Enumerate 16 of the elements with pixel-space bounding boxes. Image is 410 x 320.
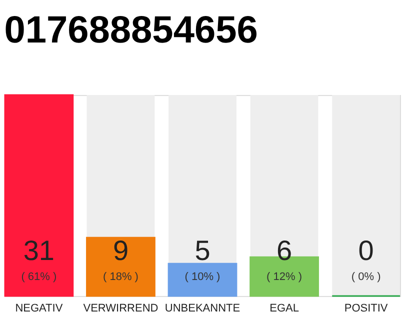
x-tick-label: POSITIV — [344, 302, 388, 314]
chart-title: 017688854656 — [4, 9, 258, 52]
data-label: 31 — [23, 235, 55, 266]
annotation: ( 12% ) — [266, 271, 302, 283]
annotation: ( 10% ) — [184, 271, 220, 283]
x-tick-label: NEGATIV — [15, 302, 64, 314]
x-tick-label: UNBEKANNTE — [164, 302, 240, 314]
annotation: ( 0% ) — [351, 271, 381, 283]
annotation: ( 61% ) — [21, 271, 57, 283]
annotation: ( 18% ) — [102, 271, 138, 283]
data-label: 0 — [358, 235, 374, 266]
x-tick-label: VERWIRREND — [83, 302, 158, 314]
data-label: 9 — [112, 235, 129, 266]
data-label: 5 — [194, 235, 210, 266]
x-tick-label: EGAL — [270, 302, 299, 314]
bar — [168, 262, 238, 297]
